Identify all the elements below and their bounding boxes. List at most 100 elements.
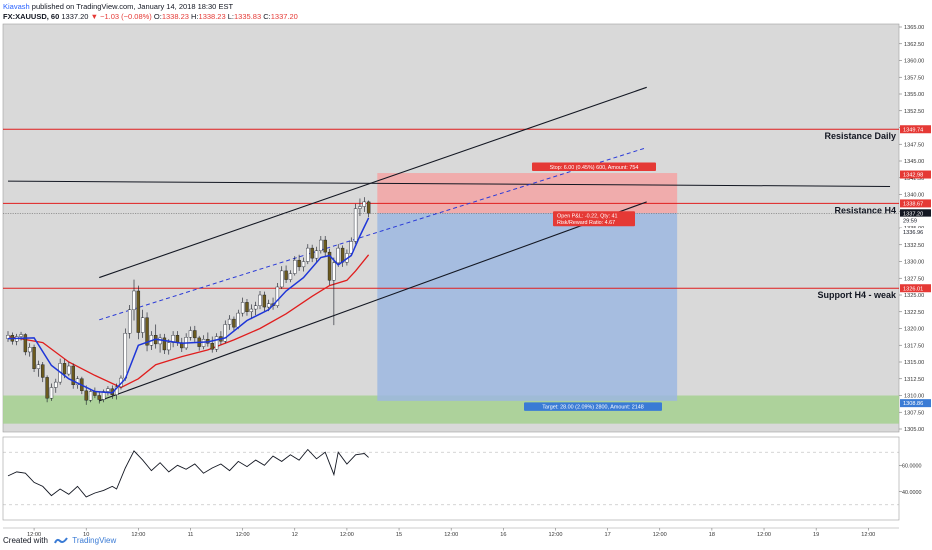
- y-tick-label: 1322.50: [904, 310, 924, 316]
- y-tick-label: 1312.50: [904, 377, 924, 383]
- y-tick-label: 1317.50: [904, 343, 924, 349]
- ema-fast-line: [7, 217, 370, 394]
- y-tick-label: 1325.00: [904, 293, 924, 299]
- candle-body: [284, 270, 288, 280]
- open-label: O:: [153, 12, 162, 21]
- candle-body: [62, 363, 67, 375]
- candle-body: [332, 262, 336, 281]
- price-tag-stop: 1342.98: [903, 173, 923, 179]
- y-tick-label: 1357.50: [904, 75, 924, 81]
- y-tick-label: 1330.00: [904, 260, 924, 266]
- x-tick-label: 12:00: [548, 532, 562, 538]
- author-link[interactable]: Kiavash: [3, 2, 30, 11]
- level-price-tag-bg: [900, 284, 931, 293]
- candle-body: [49, 387, 54, 399]
- candle-body: [240, 302, 245, 314]
- x-tick-label: 12:00: [444, 532, 458, 538]
- candle-body: [349, 241, 353, 254]
- x-tick-label: 12:00: [340, 532, 354, 538]
- x-tick-label: 12:00: [27, 532, 41, 538]
- footer: Created with TradingView: [3, 536, 116, 545]
- candle-body: [193, 330, 197, 339]
- candle-body: [319, 239, 323, 251]
- created-with-text: Created with: [3, 536, 48, 545]
- candle-body: [306, 247, 310, 262]
- y-tick-label: 1362.50: [904, 42, 924, 48]
- y-tick-label: 1340.00: [904, 193, 924, 199]
- candle-body: [245, 302, 249, 312]
- low-value: 1335.83: [234, 12, 262, 21]
- candle-body: [28, 347, 32, 353]
- candle-body: [232, 318, 236, 328]
- close-value: 1337.20: [270, 12, 298, 21]
- target-label: Target: 28.00 (2.09%) 2800, Amount: 2148: [542, 405, 644, 411]
- y-tick-label: 1332.50: [904, 243, 924, 249]
- y-tick-label: 1352.50: [904, 109, 924, 115]
- y-tick-label: 1347.50: [904, 142, 924, 148]
- candle-body: [54, 381, 58, 388]
- candle-body: [267, 303, 271, 308]
- candle-body: [145, 317, 149, 346]
- price-tag-target-bg: [900, 399, 931, 408]
- candle-body: [32, 347, 36, 369]
- candle-body: [88, 391, 93, 401]
- candle-body: [310, 247, 314, 259]
- x-tick-label: 12:00: [236, 532, 250, 538]
- y-tick-label: 1365.00: [904, 25, 924, 31]
- x-tick-label: 12:00: [861, 532, 875, 538]
- price-tag-last-bg: [900, 209, 931, 218]
- close-label: C:: [263, 12, 271, 21]
- y-tick-label: 1310.00: [904, 394, 924, 400]
- candle-body: [340, 247, 345, 263]
- level-price-tag: 1349.74: [903, 127, 923, 133]
- candle-body: [227, 318, 232, 325]
- y-tick-label: 1355.00: [904, 92, 924, 98]
- level-label: Resistance H4: [834, 205, 896, 215]
- price-change: ▼ −1.03 (−0.08%): [90, 12, 152, 21]
- publish-info: published on TradingView.com, January 14…: [31, 2, 234, 11]
- x-tick-label: 11: [188, 532, 194, 538]
- price-tag-timer: 29:59: [903, 219, 917, 225]
- candle-body: [366, 201, 371, 214]
- candle-body: [106, 388, 110, 392]
- y-tick-label: 1345.00: [904, 159, 924, 165]
- channel-lower-line: [99, 201, 647, 402]
- symbol-name[interactable]: FX:XAUUSD, 60: [3, 12, 60, 21]
- x-tick-label: 17: [604, 532, 610, 538]
- candle-body: [253, 305, 258, 310]
- candle-body: [288, 273, 293, 280]
- stop-label: Stop: 6.00 (0.45%) 600, Amount: 754: [550, 165, 639, 171]
- candle-body: [249, 308, 254, 312]
- candle-body: [132, 290, 136, 310]
- candle-body: [127, 309, 132, 334]
- y-tick-label: 1360.00: [904, 59, 924, 65]
- y-tick-label: 1342.50: [904, 176, 924, 182]
- candle-body: [136, 290, 141, 333]
- candle-body: [262, 294, 267, 308]
- price-tag-plain-bg: [900, 228, 931, 237]
- high-label: H:: [191, 12, 199, 21]
- channel-mid-line: [99, 147, 647, 321]
- y-tick-label: 1307.50: [904, 410, 924, 416]
- price-tag-stop-bg: [900, 170, 931, 179]
- candle-body: [123, 332, 128, 379]
- level-price-tag-bg: [900, 199, 931, 208]
- candle-body: [362, 201, 366, 207]
- candle-body: [188, 330, 193, 338]
- candle-body: [175, 335, 180, 343]
- candle-body: [140, 317, 145, 333]
- profit-target-zone: [377, 213, 678, 401]
- candle-body: [167, 342, 171, 351]
- price-tag-plain: 1336.96: [903, 230, 923, 236]
- x-tick-label: 19: [813, 532, 819, 538]
- x-tick-label: 10: [83, 532, 89, 538]
- stop-loss-zone: [377, 173, 678, 214]
- y-tick-label: 1320.00: [904, 327, 924, 333]
- rsi-line: [7, 448, 369, 498]
- tradingview-brand[interactable]: TradingView: [72, 536, 117, 545]
- candle-body: [162, 337, 167, 351]
- candle-body: [67, 365, 71, 375]
- candle-body: [36, 364, 41, 369]
